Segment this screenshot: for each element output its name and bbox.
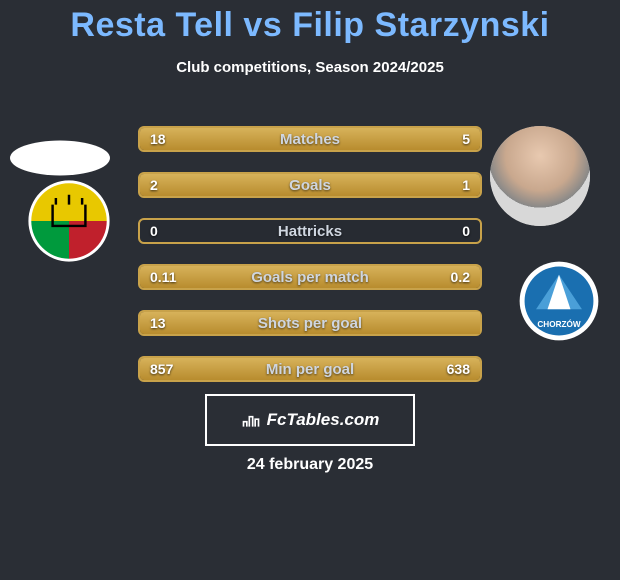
stat-value-right: 1 bbox=[452, 174, 480, 196]
stat-value-left: 857 bbox=[140, 358, 183, 380]
stat-label: Hattricks bbox=[140, 220, 480, 242]
stat-value-left: 0.11 bbox=[140, 266, 186, 288]
stat-label: Goals bbox=[140, 174, 480, 196]
chart-icon bbox=[241, 410, 261, 430]
stat-label: Min per goal bbox=[140, 358, 480, 380]
stat-row: 0.11 Goals per match 0.2 bbox=[138, 264, 482, 290]
player-left-avatar bbox=[10, 141, 110, 176]
stat-value-left: 2 bbox=[140, 174, 168, 196]
club-badge-left bbox=[28, 180, 110, 262]
stat-row: 18 Matches 5 bbox=[138, 126, 482, 152]
stat-row: 0 Hattricks 0 bbox=[138, 218, 482, 244]
stat-value-right: 638 bbox=[437, 358, 480, 380]
stat-label: Matches bbox=[140, 128, 480, 150]
stat-row: 857 Min per goal 638 bbox=[138, 356, 482, 382]
date: 24 february 2025 bbox=[0, 456, 620, 474]
page-title: Resta Tell vs Filip Starzynski bbox=[0, 0, 620, 45]
player-right-avatar bbox=[490, 126, 590, 226]
stat-value-left: 0 bbox=[140, 220, 168, 242]
subtitle: Club competitions, Season 2024/2025 bbox=[0, 59, 620, 76]
stat-value-right: 0.2 bbox=[441, 266, 480, 288]
stat-label: Shots per goal bbox=[140, 312, 480, 334]
stat-value-left: 13 bbox=[140, 312, 176, 334]
watermark-text: FcTables.com bbox=[267, 410, 380, 430]
stat-label: Goals per match bbox=[140, 266, 480, 288]
stat-value-right bbox=[460, 312, 480, 334]
stat-row: 2 Goals 1 bbox=[138, 172, 482, 198]
svg-text:CHORZÓW: CHORZÓW bbox=[537, 318, 580, 329]
club-badge-right: CHORZÓW bbox=[518, 260, 600, 342]
stats-table: 18 Matches 5 2 Goals 1 0 Hattricks 0 0.1… bbox=[138, 126, 482, 402]
stat-value-right: 0 bbox=[452, 220, 480, 242]
stat-row: 13 Shots per goal bbox=[138, 310, 482, 336]
stat-value-left: 18 bbox=[140, 128, 176, 150]
watermark: FcTables.com bbox=[205, 394, 415, 446]
stat-value-right: 5 bbox=[452, 128, 480, 150]
